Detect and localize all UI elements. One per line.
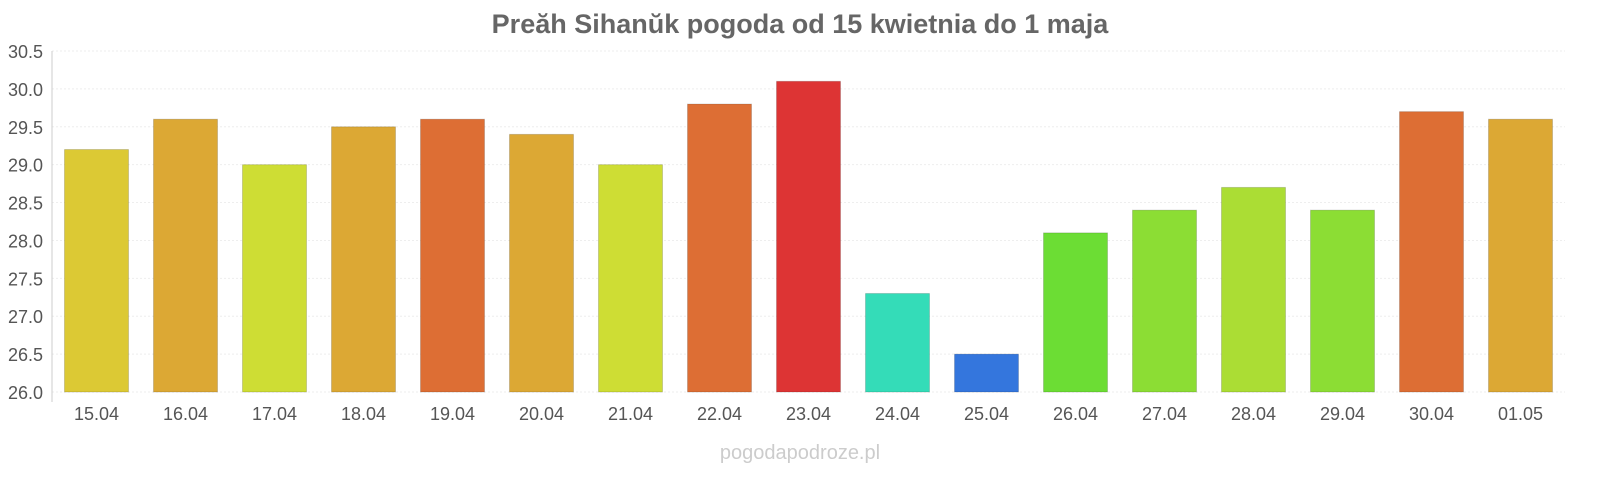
y-tick-label: 28.5	[8, 194, 43, 214]
x-tick-label: 26.04	[1053, 404, 1098, 424]
bar-25.04[interactable]	[954, 353, 1019, 393]
bar-24.04[interactable]	[865, 292, 930, 393]
bar-18.04[interactable]	[331, 126, 396, 393]
bar-20.04[interactable]	[509, 133, 574, 393]
bar-23.04[interactable]	[776, 80, 841, 393]
bar-29.04[interactable]	[1310, 209, 1375, 393]
y-tick-label: 29.5	[8, 118, 43, 138]
bar-26.04[interactable]	[1043, 232, 1108, 393]
x-tick-label: 17.04	[252, 404, 297, 424]
y-tick-label: 27.0	[8, 307, 43, 327]
x-tick-label: 25.04	[964, 404, 1009, 424]
bar-01.05[interactable]	[1488, 118, 1553, 393]
y-tick-label: 28.0	[8, 231, 43, 251]
x-tick-label: 27.04	[1142, 404, 1187, 424]
x-tick-label: 24.04	[875, 404, 920, 424]
x-tick-label: 01.05	[1498, 404, 1543, 424]
x-tick-label: 28.04	[1231, 404, 1276, 424]
bar-16.04[interactable]	[153, 118, 218, 393]
x-tick-label: 23.04	[786, 404, 831, 424]
y-tick-label: 26.0	[8, 383, 43, 403]
chart-title: Preăh Sihanŭk pogoda od 15 kwietnia do 1…	[492, 9, 1110, 39]
y-tick-label: 30.0	[8, 80, 43, 100]
y-tick-label: 29.0	[8, 156, 43, 176]
y-tick-label: 30.5	[8, 42, 43, 62]
bar-15.04[interactable]	[64, 149, 129, 393]
bar-28.04[interactable]	[1221, 186, 1286, 393]
x-tick-label: 16.04	[163, 404, 208, 424]
x-tick-label: 18.04	[341, 404, 386, 424]
y-tick-label: 27.5	[8, 269, 43, 289]
bar-19.04[interactable]	[420, 118, 485, 393]
x-tick-label: 20.04	[519, 404, 564, 424]
bar-27.04[interactable]	[1132, 209, 1197, 393]
y-tick-label: 26.5	[8, 345, 43, 365]
x-tick-label: 19.04	[430, 404, 475, 424]
bar-22.04[interactable]	[687, 103, 752, 393]
bar-21.04[interactable]	[598, 164, 663, 393]
watermark: pogodapodroze.pl	[720, 442, 880, 464]
bar-17.04[interactable]	[242, 164, 307, 393]
x-tick-label: 22.04	[697, 404, 742, 424]
x-tick-label: 30.04	[1409, 404, 1454, 424]
x-tick-label: 21.04	[608, 404, 653, 424]
x-tick-label: 15.04	[74, 404, 119, 424]
bar-30.04[interactable]	[1399, 111, 1464, 393]
x-tick-label: 29.04	[1320, 404, 1365, 424]
